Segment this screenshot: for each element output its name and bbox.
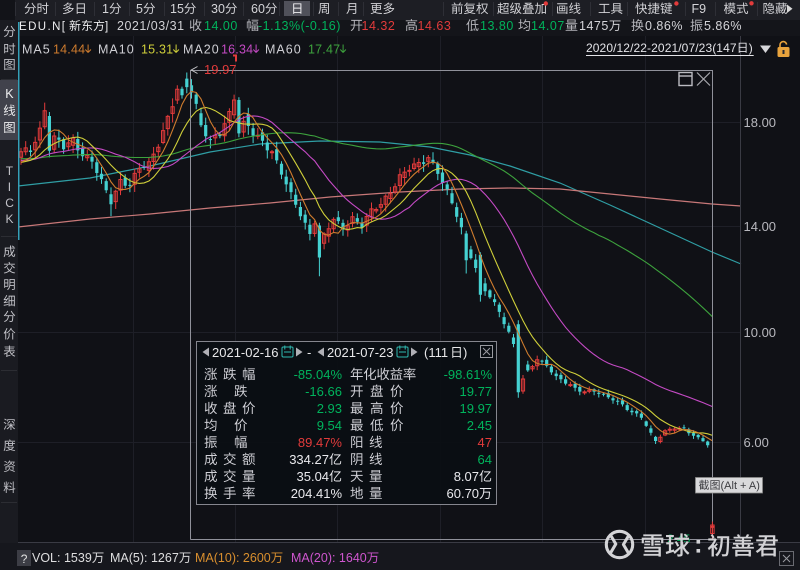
svg-text:14.07: 14.07 [531, 19, 565, 33]
svg-text:334.27: 334.27 [289, 452, 329, 467]
svg-text:19.97: 19.97 [460, 401, 493, 416]
svg-text:MA(5): 1267: MA(5): 1267 [110, 551, 179, 565]
svg-text:60: 60 [251, 2, 265, 16]
svg-text:F9: F9 [692, 2, 707, 16]
svg-text:5.86%: 5.86% [704, 19, 742, 33]
svg-text:): ) [463, 345, 467, 360]
svg-text:C: C [5, 196, 14, 210]
svg-text:15.31: 15.31 [141, 43, 173, 57]
svg-text:14.63: 14.63 [418, 19, 452, 33]
svg-text:17.47: 17.47 [308, 43, 340, 57]
svg-text:204.41%: 204.41% [291, 486, 343, 501]
svg-text:-1.13%(-0.16): -1.13%(-0.16) [258, 19, 341, 33]
svg-text:-85.04%: -85.04% [294, 367, 343, 382]
svg-text:19.77: 19.77 [460, 384, 493, 399]
svg-text:K: K [6, 212, 14, 226]
svg-text:18.00: 18.00 [744, 115, 777, 130]
svg-text:8.07: 8.07 [454, 469, 479, 484]
svg-text:30: 30 [211, 2, 225, 16]
svg-text:): ) [749, 41, 753, 55]
svg-text:-16.66: -16.66 [305, 384, 342, 399]
svg-text:T: T [6, 164, 14, 178]
svg-text:0.86%: 0.86% [645, 19, 683, 33]
svg-text:60.70: 60.70 [447, 486, 480, 501]
svg-text:MA(10): 2600: MA(10): 2600 [195, 551, 271, 565]
svg-text:6.00: 6.00 [744, 435, 769, 450]
svg-text:5: 5 [136, 2, 143, 16]
svg-text:MA(20): 1640: MA(20): 1640 [291, 551, 367, 565]
svg-text:10.00: 10.00 [744, 325, 777, 340]
svg-text:2021/03/31: 2021/03/31 [117, 19, 185, 33]
svg-text:14.00: 14.00 [204, 19, 238, 33]
svg-text:15: 15 [170, 2, 184, 16]
svg-text:(Alt + A): (Alt + A) [721, 480, 760, 492]
svg-text:14.44: 14.44 [53, 43, 85, 57]
svg-text:?: ? [21, 552, 28, 566]
svg-text:1: 1 [102, 2, 109, 16]
svg-text:14.00: 14.00 [744, 219, 777, 234]
svg-text:64: 64 [478, 452, 492, 467]
svg-text:]: ] [105, 21, 108, 33]
svg-text:13.80: 13.80 [480, 19, 514, 33]
svg-text:19.97: 19.97 [204, 62, 237, 77]
svg-text:-: - [307, 345, 311, 360]
svg-text:47: 47 [478, 435, 492, 450]
svg-text:2021-02-16: 2021-02-16 [212, 345, 279, 360]
svg-text:89.47%: 89.47% [298, 435, 343, 450]
svg-text:2.93: 2.93 [317, 401, 342, 416]
svg-text:9.54: 9.54 [317, 418, 342, 433]
svg-text:2021-07-23: 2021-07-23 [327, 345, 394, 360]
svg-text:EDU.N[: EDU.N[ [19, 21, 66, 33]
svg-text:-98.61%: -98.61% [444, 367, 493, 382]
svg-text:VOL: 1539: VOL: 1539 [32, 551, 92, 565]
svg-text:2020/12/22-2021/07/23(147: 2020/12/22-2021/07/23(147 [586, 41, 737, 55]
svg-text:MA10: MA10 [98, 43, 135, 57]
svg-text:35.04: 35.04 [297, 469, 330, 484]
svg-text:MA5: MA5 [22, 43, 51, 57]
svg-text:16.34: 16.34 [221, 43, 253, 57]
svg-text:1475: 1475 [579, 19, 609, 33]
svg-text:2.45: 2.45 [467, 418, 492, 433]
svg-text:14.32: 14.32 [362, 19, 396, 33]
svg-text:MA20: MA20 [183, 43, 220, 57]
svg-text:MA60: MA60 [265, 43, 302, 57]
svg-text:(111: (111 [424, 345, 448, 360]
svg-text:K: K [5, 87, 14, 101]
svg-text:I: I [8, 180, 11, 194]
